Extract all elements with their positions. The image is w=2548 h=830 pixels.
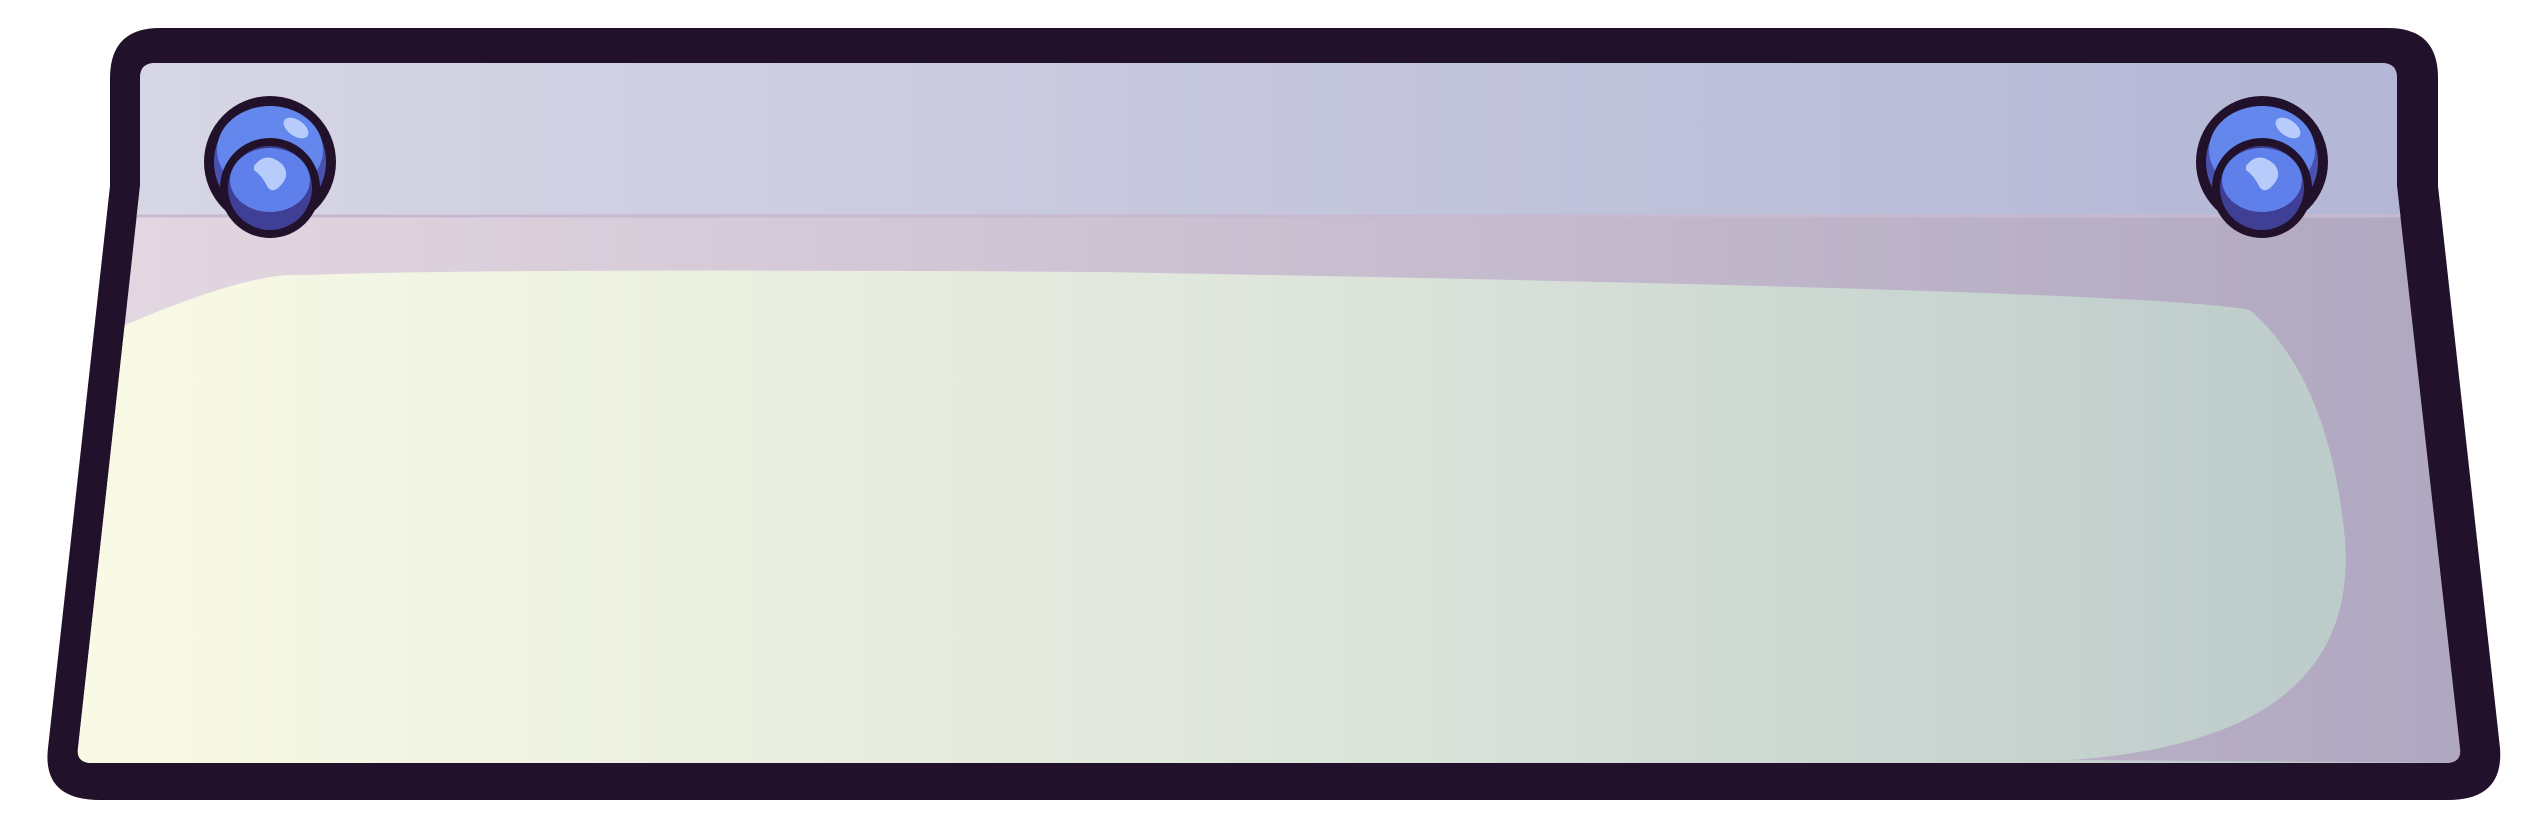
bolt-highlight [283,117,309,139]
bolt-inner-highlight [2246,157,2279,191]
panel-top-band [77,63,2461,216]
bolt-highlight [2275,117,2301,139]
bolt-icon [204,96,336,238]
panel-glass [77,270,2461,763]
bolt-inner-highlight [254,157,287,191]
bolt-icon [2196,96,2328,238]
bolts-layer [204,96,2328,238]
